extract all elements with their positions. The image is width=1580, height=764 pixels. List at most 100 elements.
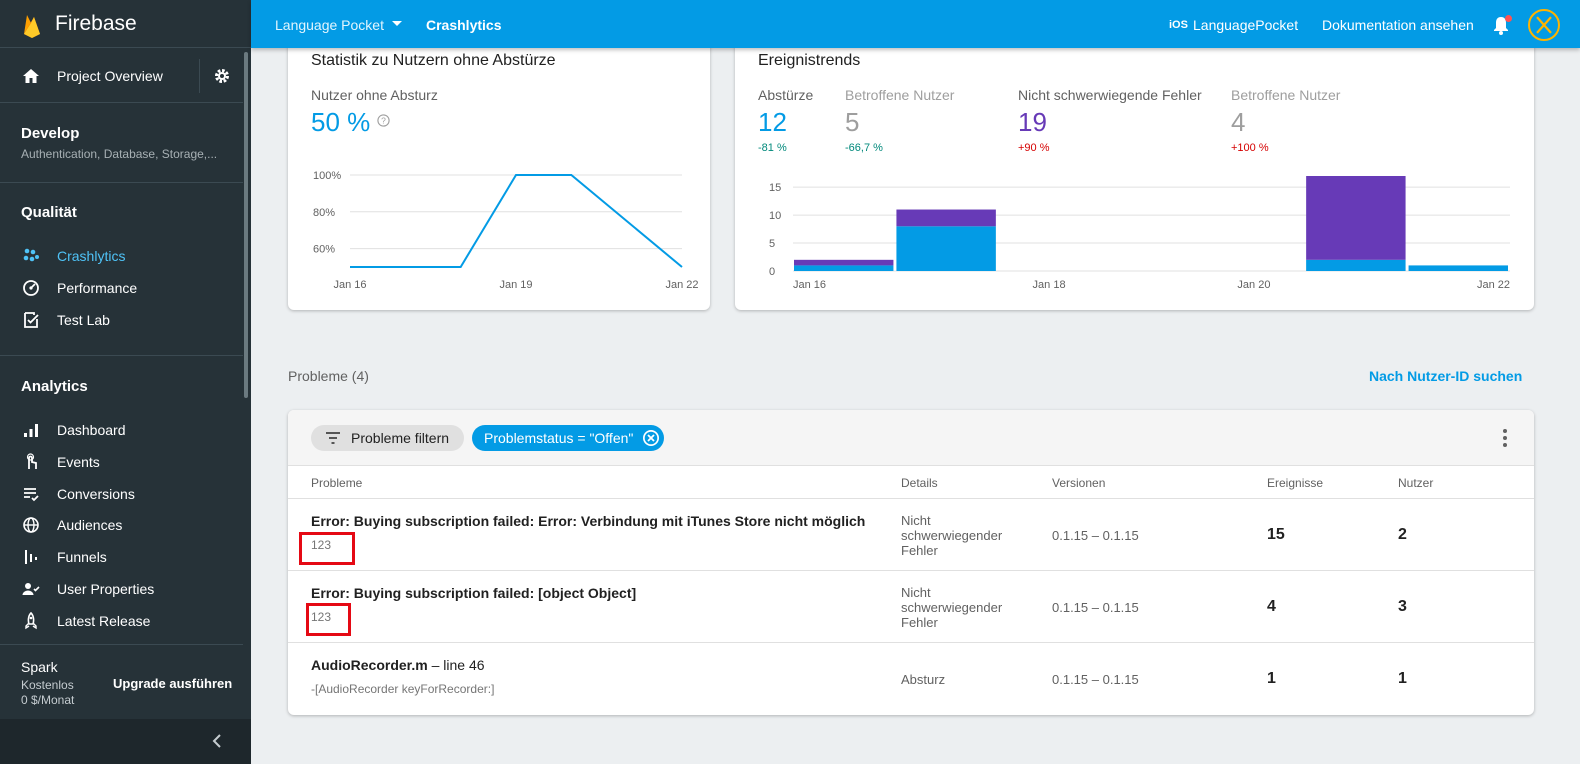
upgrade-button[interactable]: Upgrade ausführen [113,676,233,691]
sidebar-collapse-bar[interactable] [0,719,251,764]
project-selector[interactable]: Language Pocket [275,17,384,33]
sidebar-item-dashboard[interactable]: Dashboard [0,415,243,445]
chevron-left-icon[interactable] [210,733,224,749]
issue-versions: 0.1.15 – 0.1.15 [1052,600,1139,615]
series-line [350,174,683,268]
table-header: Probleme Details Versionen Ereignisse Nu… [288,467,1534,499]
metric-value: 19 [1018,107,1047,137]
sidebar-item-label: Events [57,454,100,470]
sidebar-item-user-properties[interactable]: User Properties [0,574,243,604]
plan-name: Spark [21,659,58,675]
chevron-down-icon[interactable] [392,21,402,26]
table-row[interactable]: Error: Buying subscription failed: [obje… [288,571,1534,643]
docs-link[interactable]: Dokumentation ansehen [1322,17,1474,33]
column-header-versions[interactable]: Versionen [1052,476,1106,490]
filter-issues-chip[interactable]: Probleme filtern [311,425,464,451]
highlight-box [306,603,351,636]
table-row[interactable]: AudioRecorder.m – line 46 -[AudioRecorde… [288,643,1534,715]
issue-subtitle: -[AudioRecorder keyForRecorder:] [311,682,495,696]
issues-header: Probleme (4) [288,368,369,384]
sidebar-item-audiences[interactable]: Audiences [0,510,243,540]
issue-title[interactable]: Error: Buying subscription failed: Error… [311,513,866,529]
checklist-icon [24,312,39,328]
status-filter-chip[interactable]: Problemstatus = "Offen" [472,425,664,451]
column-header-events[interactable]: Ereignisse [1267,476,1324,490]
table-row[interactable]: Error: Buying subscription failed: Error… [288,499,1534,571]
y-tick-label: 80% [313,207,335,219]
avatar[interactable] [1528,9,1560,41]
sidebar-item-label: Dashboard [57,422,126,438]
metric-label: Betroffene Nutzer [1231,87,1341,103]
home-icon [23,69,39,83]
metric-value: 4 [1231,107,1246,137]
sidebar-item-label: Latest Release [57,613,151,629]
conversions-icon [24,488,39,502]
sidebar-item-latest-release[interactable]: Latest Release [0,606,243,636]
app-selector[interactable]: LanguagePocket [1193,17,1299,33]
topbar: Language Pocket Crashlytics iOS Language… [251,0,1580,48]
issue-events: 1 [1267,670,1276,687]
x-tick-label: Jan 16 [333,279,366,291]
sidebar-item-label: Performance [57,280,138,296]
issue-events: 4 [1267,598,1276,615]
bar [896,226,996,271]
issue-details: Nicht schwerwiegender Fehler [901,513,1003,558]
develop-section[interactable]: Develop Authentication, Database, Storag… [0,104,243,182]
help-icon[interactable]: ? [377,114,390,127]
plan-footer: Spark Kostenlos 0 $/Monat Upgrade ausfüh… [0,644,243,719]
issue-users: 2 [1398,526,1407,543]
analytics-title: Analytics [21,378,88,395]
card-title: Statistik zu Nutzern ohne Abstürze [311,52,556,69]
issue-title[interactable]: AudioRecorder.m – line 46 [311,657,485,673]
sidebar-scrollbar[interactable] [244,52,248,398]
issue-subtitle: 123 [311,610,332,624]
more-vert-icon[interactable] [1502,428,1508,448]
sidebar-item-label: Funnels [57,549,107,565]
search-user-id-link[interactable]: Nach Nutzer-ID suchen [1369,368,1523,384]
crash-free-stats-card: Statistik zu Nutzern ohne Abstürze Nutze… [288,40,710,310]
bell-icon[interactable] [1492,15,1510,35]
sidebar-item-events[interactable]: Events [0,447,243,477]
metric-label: Nutzer ohne Absturz [311,87,438,103]
metric-label: Betroffene Nutzer [845,87,955,103]
sidebar-item-funnels[interactable]: Funnels [0,542,243,572]
issue-users: 3 [1398,598,1407,615]
gear-icon[interactable] [213,67,231,85]
brand-name[interactable]: Firebase [55,12,137,35]
page-title: Crashlytics [426,17,502,33]
bar [896,209,996,227]
bar [794,259,894,266]
column-header-users[interactable]: Nutzer [1398,476,1434,490]
column-header-issues[interactable]: Probleme [311,476,363,490]
touch-icon [26,453,37,469]
project-overview-link[interactable]: Project Overview [57,68,163,84]
x-tick-label: Jan 18 [1033,279,1066,291]
column-header-details[interactable]: Details [901,476,938,490]
svg-text:?: ? [381,116,386,126]
filter-bar: Probleme filtern Problemstatus = "Offen" [288,410,1534,466]
sidebar-item-test-lab[interactable]: Test Lab [0,305,243,335]
issues-table: Probleme filtern Problemstatus = "Offen"… [288,410,1534,715]
issue-events: 15 [1267,526,1285,543]
metric-delta: +90 % [1018,142,1050,154]
y-tick-label: 10 [769,210,781,222]
sidebar-item-label: Audiences [57,517,123,533]
bar [1306,259,1406,271]
metric-label: Nicht schwerwiegende Fehler [1018,87,1202,103]
sidebar-item-conversions[interactable]: Conversions [0,479,243,509]
sidebar-item-performance[interactable]: Performance [0,273,243,303]
issue-subtitle: 123 [311,538,332,552]
users-icon [22,583,40,595]
crash-free-value: 50 % [311,107,371,137]
project-overview-row: Project Overview [0,49,243,103]
issue-title[interactable]: Error: Buying subscription failed: [obje… [311,585,637,601]
y-tick-label: 60% [313,244,335,256]
divider [0,355,243,356]
bar-chart-icon [24,424,38,437]
event-trends-bar-chart: 15 10 5 0 Jan 16 Jan 18 Jan 20 Jan 22 [769,176,1510,291]
sidebar-item-crashlytics[interactable]: Crashlytics [0,241,243,271]
status-chip-label: Problemstatus = "Offen" [484,430,634,446]
close-icon[interactable] [642,429,660,447]
bar [794,265,894,271]
